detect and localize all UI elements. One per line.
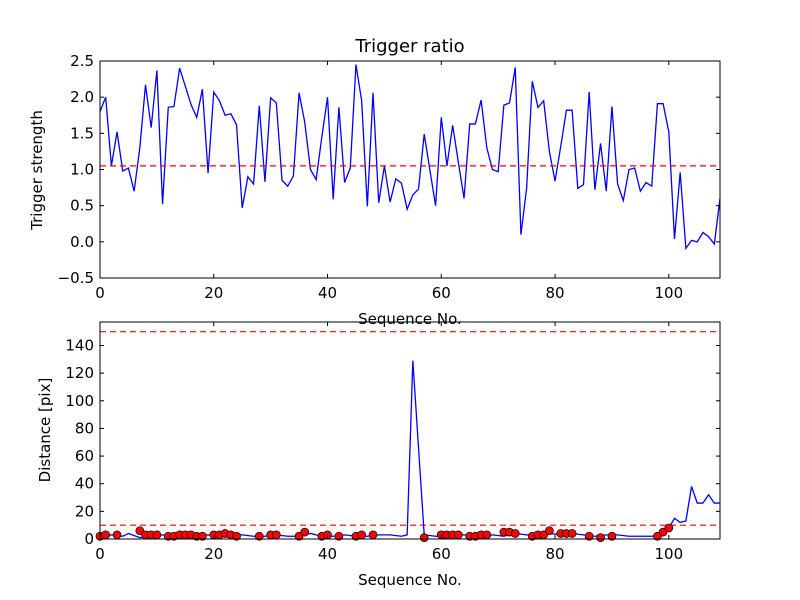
bottom-y-tick-label: 80 [75,419,94,437]
detection-marker [596,533,605,542]
detection-marker [482,530,492,540]
bottom-y-tick-label: 120 [65,364,94,382]
detection-marker [607,531,617,541]
bottom-y-tick-label: 40 [75,475,94,493]
top-x-tick-label: 80 [545,284,564,302]
detection-marker [357,530,366,540]
bottom-x-tick-label: 100 [654,545,683,563]
bottom-x-axis-label: Sequence No. [358,571,462,589]
top-y-tick-label: 2.0 [70,88,94,106]
distance-chart: 0 20 40 60 80 100 0 20 40 60 80 100 120 140 Sequence … [36,321,721,589]
top-data-layer [99,64,721,251]
bottom-x-tick-label: 40 [318,545,337,563]
bottom-y-tick-label: 20 [75,502,94,520]
trigger-strength-line [99,64,721,251]
bottom-y-axis-label: Distance [pix] [36,378,54,483]
top-y-tick-label: 2.5 [70,52,94,70]
top-y-tick-label: 0.0 [70,233,94,251]
detection-marker [664,523,674,533]
detection-marker [271,530,281,540]
detection-marker [198,531,207,541]
bottom-x-tick-label: 80 [545,545,564,563]
detection-marker [334,531,344,541]
bottom-x-tick-label: 60 [432,545,451,563]
detection-marker [101,530,111,540]
detection-marker [545,526,554,536]
top-x-tick-label: 100 [654,284,683,302]
top-y-tick-label: 0.5 [70,197,94,215]
top-y-tick-label: 1.5 [70,124,94,142]
top-ticks: 0 20 40 60 80 100 −0.5 0.0 0.5 1.0 1.5 2.0 2.5 [58,52,720,302]
bottom-y-tick-label: 140 [65,336,94,354]
detection-marker [232,531,241,541]
top-y-tick-label: −0.5 [58,269,94,287]
detection-marker [112,530,122,540]
detection-marker [567,529,577,538]
detection-marker [419,533,429,542]
bottom-data-layer [95,331,720,542]
top-y-axis-label: Trigger strength [28,110,46,231]
detection-marker [454,530,463,540]
bottom-y-tick-label: 60 [75,447,94,465]
trigger-ratio-chart: 0 20 40 60 80 100 −0.5 0.0 0.5 1.0 1.5 2.0 2.5 Trigg… [28,36,721,328]
detection-marker [510,529,520,538]
top-chart-title: Trigger ratio [354,36,464,57]
bottom-ticks: 0 20 40 60 80 100 0 20 40 60 80 100 120 140 [65,322,720,563]
bottom-x-tick-label: 0 [95,545,105,563]
bottom-y-tick-label: 0 [84,530,94,548]
detection-marker [584,531,594,541]
top-y-tick-label: 1.0 [70,161,94,179]
top-x-tick-label: 60 [432,284,451,302]
bottom-y-tick-label: 100 [65,392,94,410]
bottom-x-tick-label: 20 [204,545,223,563]
bottom-plot-frame [99,321,721,540]
top-x-tick-label: 0 [95,284,105,302]
top-x-tick-label: 20 [204,284,223,302]
detection-marker [300,527,310,537]
detection-marker [152,530,162,540]
top-x-axis-label: Sequence No. [358,310,462,328]
detection-marker [368,530,378,540]
detection-marker [254,531,264,541]
top-x-tick-label: 40 [318,284,337,302]
